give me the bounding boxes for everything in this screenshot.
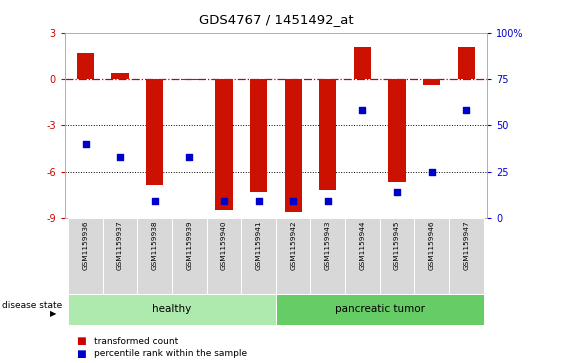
Point: [254, 198, 263, 204]
Bar: [172, 218, 207, 294]
Bar: [111, 73, 129, 79]
Bar: [68, 218, 103, 294]
Text: ■: ■: [76, 336, 86, 346]
Bar: [68, 294, 276, 325]
Text: GSM1159937: GSM1159937: [117, 221, 123, 270]
Bar: [276, 218, 310, 294]
Point: [150, 198, 159, 204]
Point: [289, 198, 298, 204]
Bar: [310, 218, 345, 294]
Text: ■: ■: [76, 349, 86, 359]
Text: GDS4767 / 1451492_at: GDS4767 / 1451492_at: [199, 13, 353, 26]
Bar: [146, 79, 163, 185]
Text: GSM1159940: GSM1159940: [221, 221, 227, 270]
Bar: [137, 218, 172, 294]
Point: [427, 168, 436, 174]
Text: GSM1159945: GSM1159945: [394, 221, 400, 270]
Text: GSM1159936: GSM1159936: [83, 221, 88, 270]
Point: [220, 198, 229, 204]
Text: ▶: ▶: [50, 309, 57, 318]
Text: GSM1159947: GSM1159947: [463, 221, 469, 270]
Bar: [354, 46, 371, 79]
Point: [185, 154, 194, 160]
Bar: [414, 218, 449, 294]
Text: transformed count: transformed count: [94, 337, 178, 346]
Bar: [181, 79, 198, 80]
Text: GSM1159942: GSM1159942: [290, 221, 296, 270]
Text: pancreatic tumor: pancreatic tumor: [334, 305, 425, 314]
Bar: [284, 79, 302, 212]
Bar: [215, 79, 233, 210]
Bar: [319, 79, 337, 190]
Text: GSM1159938: GSM1159938: [152, 221, 158, 270]
Bar: [103, 218, 137, 294]
Point: [115, 154, 124, 160]
Point: [358, 107, 367, 113]
Bar: [276, 294, 484, 325]
Point: [81, 141, 90, 147]
Bar: [458, 46, 475, 79]
Bar: [388, 79, 406, 182]
Text: percentile rank within the sample: percentile rank within the sample: [94, 350, 247, 358]
Bar: [207, 218, 242, 294]
Text: disease state: disease state: [2, 301, 62, 310]
Bar: [345, 218, 379, 294]
Text: healthy: healthy: [153, 305, 191, 314]
Point: [323, 198, 332, 204]
Point: [462, 107, 471, 113]
Text: GSM1159941: GSM1159941: [256, 221, 262, 270]
Text: GSM1159943: GSM1159943: [325, 221, 331, 270]
Bar: [423, 79, 440, 85]
Point: [392, 189, 401, 195]
Bar: [379, 218, 414, 294]
Bar: [449, 218, 484, 294]
Text: GSM1159944: GSM1159944: [359, 221, 365, 270]
Text: GSM1159946: GSM1159946: [428, 221, 435, 270]
Bar: [242, 218, 276, 294]
Bar: [250, 79, 267, 192]
Text: GSM1159939: GSM1159939: [186, 221, 193, 270]
Bar: [77, 53, 94, 79]
